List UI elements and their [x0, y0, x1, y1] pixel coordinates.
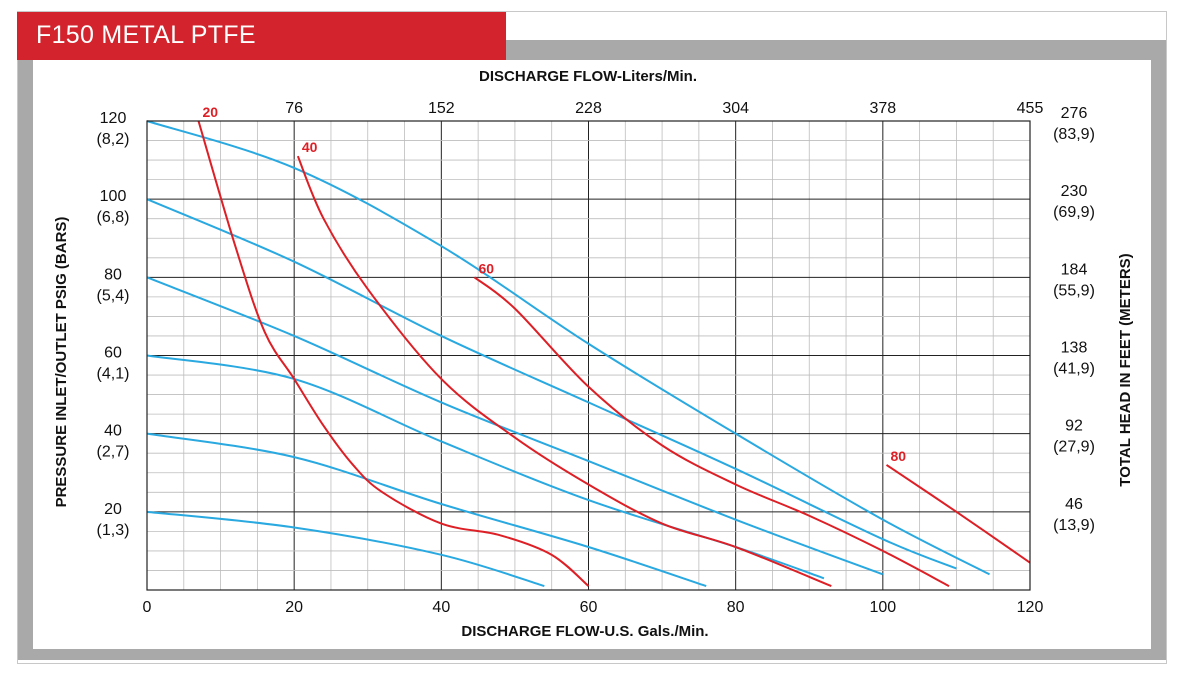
- pressure-curve-1: [146, 120, 990, 576]
- y-tick-label: 80: [104, 266, 122, 283]
- air-curve-60: [473, 276, 950, 587]
- y-tick-sublabel: (4,1): [97, 366, 130, 383]
- y-tick-sublabel: (1,3): [97, 522, 130, 539]
- x2-tick-label: 304: [722, 100, 749, 117]
- pressure-curve-3: [146, 276, 884, 576]
- air-curve-40: [296, 155, 832, 588]
- y2-tick-label: 230: [1061, 183, 1088, 200]
- pressure-curve-2: [146, 198, 957, 570]
- x2-tick-label: 378: [869, 100, 896, 117]
- y-tick-label: 100: [100, 188, 127, 205]
- x-tick-label: 80: [727, 599, 745, 616]
- y2-tick-sublabel: (69,9): [1053, 204, 1095, 221]
- y2-tick-sublabel: (41,9): [1053, 361, 1095, 378]
- y-tick-sublabel: (8,2): [97, 131, 130, 148]
- pressure-curve-6: [146, 510, 545, 588]
- pressure-curve-5: [146, 432, 707, 588]
- y-tick-label: 120: [100, 110, 127, 127]
- x2-tick-label: 76: [285, 100, 303, 117]
- air-curve-label: 20: [203, 104, 219, 120]
- y2-tick-label: 184: [1061, 261, 1088, 278]
- plot-border: [146, 120, 1031, 591]
- x2-tick-label: 152: [428, 100, 455, 117]
- x-tick-label: 120: [1017, 599, 1044, 616]
- y2-tick-sublabel: (13,9): [1053, 517, 1095, 534]
- x2-tick-label: 228: [575, 100, 602, 117]
- axis-labels: 0 20 40 60 80 100 120 76 152 228 304 378 455 120 (8,2)…: [97, 100, 1095, 616]
- y2-axis-title: TOTAL HEAD IN FEET (METERS): [1117, 253, 1134, 486]
- y2-tick-label: 138: [1061, 340, 1088, 357]
- y-tick-sublabel: (6,8): [97, 209, 130, 226]
- pressure-curve-4: [146, 354, 825, 580]
- x2-axis-title: DISCHARGE FLOW-Liters/Min.: [479, 68, 697, 85]
- x-tick-label: 20: [285, 599, 303, 616]
- air-consumption-curves: 20 40 60 80: [197, 104, 1031, 588]
- x-axis-title: DISCHARGE FLOW-U.S. Gals./Min.: [461, 623, 708, 640]
- y-axis-title: PRESSURE INLET/OUTLET PSIG (BARS): [53, 217, 70, 508]
- y2-tick-label: 46: [1065, 496, 1083, 513]
- y2-tick-sublabel: (83,9): [1053, 126, 1095, 143]
- y2-tick-sublabel: (27,9): [1053, 439, 1095, 456]
- air-curve-label: 40: [302, 139, 318, 155]
- x-tick-label: 40: [432, 599, 450, 616]
- pressure-curves: [146, 120, 990, 588]
- y-tick-sublabel: (5,4): [97, 287, 130, 304]
- x2-tick-label: 455: [1017, 100, 1044, 117]
- air-curve-80: [885, 464, 1031, 564]
- x-tick-label: 100: [869, 599, 896, 616]
- air-curve-20: [197, 120, 590, 587]
- grid: [146, 120, 1031, 591]
- y2-tick-sublabel: (55,9): [1053, 282, 1095, 299]
- air-curve-label: 60: [478, 260, 494, 276]
- y2-tick-label: 92: [1065, 418, 1083, 435]
- header-bar: [17, 12, 506, 60]
- y-tick-sublabel: (2,7): [97, 444, 130, 461]
- chart-title: F150 METAL PTFE: [36, 21, 256, 49]
- y-tick-label: 40: [104, 423, 122, 440]
- x-tick-label: 60: [580, 599, 598, 616]
- y-tick-label: 60: [104, 345, 122, 362]
- x-tick-label: 0: [143, 599, 152, 616]
- air-curve-label: 80: [891, 448, 907, 464]
- y2-tick-label: 276: [1061, 105, 1088, 122]
- y-tick-label: 20: [104, 501, 122, 518]
